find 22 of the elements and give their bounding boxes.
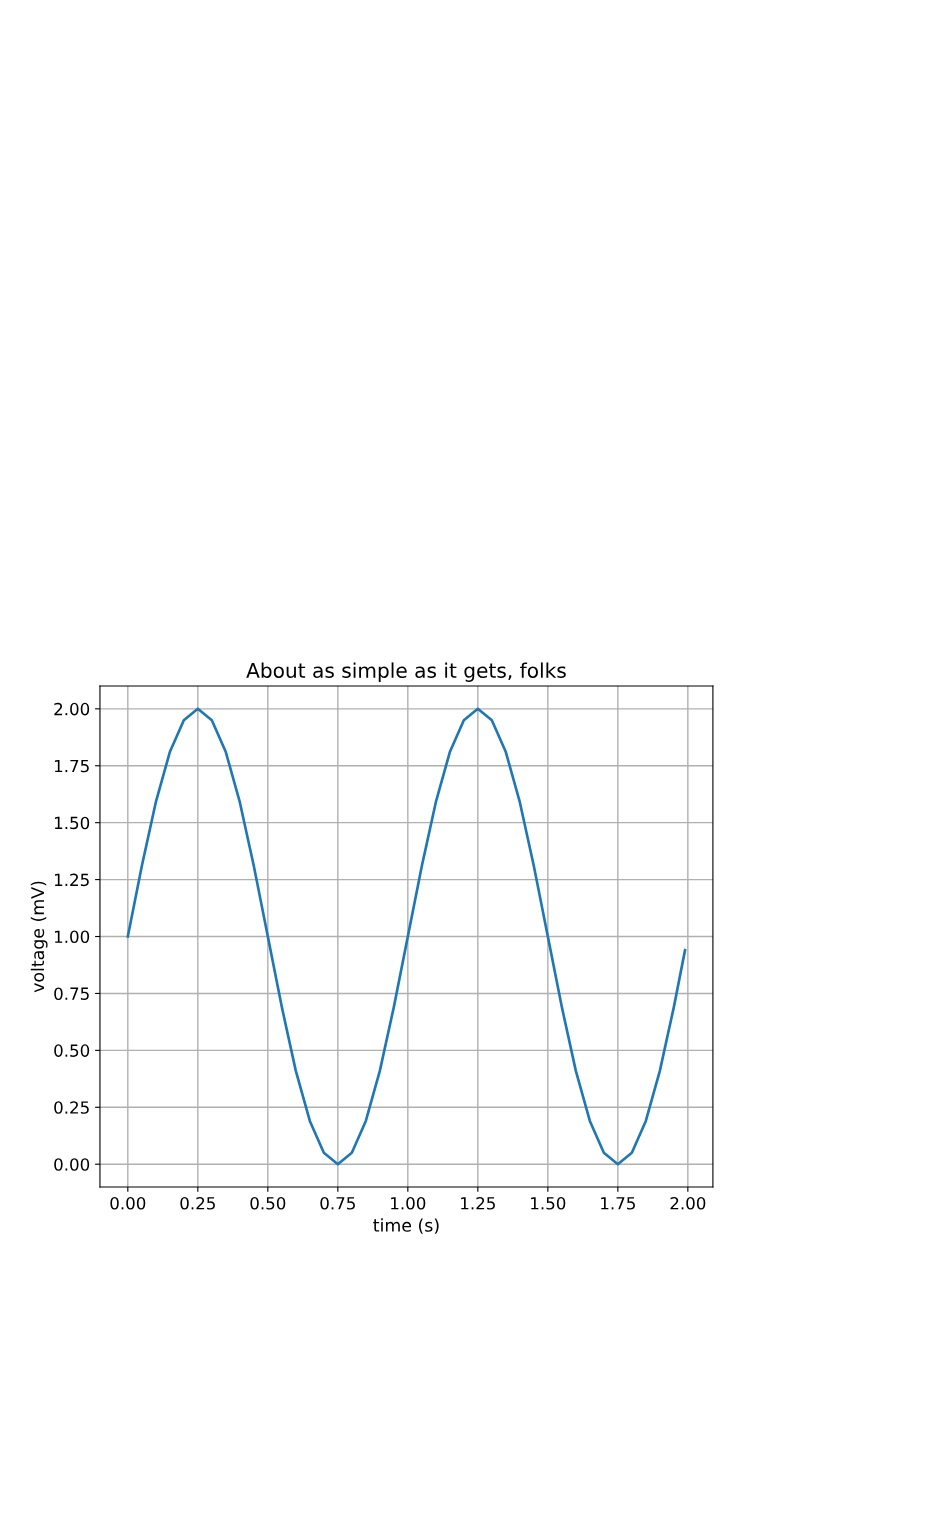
y-tick-label: 1.50 [54, 816, 90, 830]
chart-title: About as simple as it gets, folks [246, 662, 566, 682]
x-tick-label: 2.00 [670, 1196, 706, 1210]
y-axis-title: voltage (mV) [30, 881, 48, 993]
y-tick-label: 0.75 [54, 987, 89, 1000]
x-tick-label: 0.00 [110, 1196, 146, 1210]
y-tick-label: 2.00 [54, 702, 90, 716]
y-tick-label: 0.50 [54, 1044, 90, 1057]
x-tick-label: 1.50 [531, 1196, 566, 1210]
y-tick-label: 1.00 [54, 930, 90, 944]
line-series [126, 707, 687, 1166]
y-tick-label: 0.00 [54, 1158, 90, 1171]
x-tick-label: 0.25 [180, 1196, 215, 1210]
x-tick-label: 1.25 [461, 1196, 495, 1210]
y-tick-label: 1.75 [54, 759, 89, 773]
y-tick-label: 0.25 [54, 1101, 89, 1114]
x-axis-title: time (s) [373, 1218, 439, 1234]
x-tick-label: 1.00 [391, 1196, 426, 1210]
x-tick-label: 1.75 [601, 1197, 635, 1210]
x-tick-label: 0.75 [320, 1196, 355, 1210]
x-tick-label: 0.50 [250, 1196, 286, 1210]
y-tick-label: 1.25 [54, 873, 89, 887]
